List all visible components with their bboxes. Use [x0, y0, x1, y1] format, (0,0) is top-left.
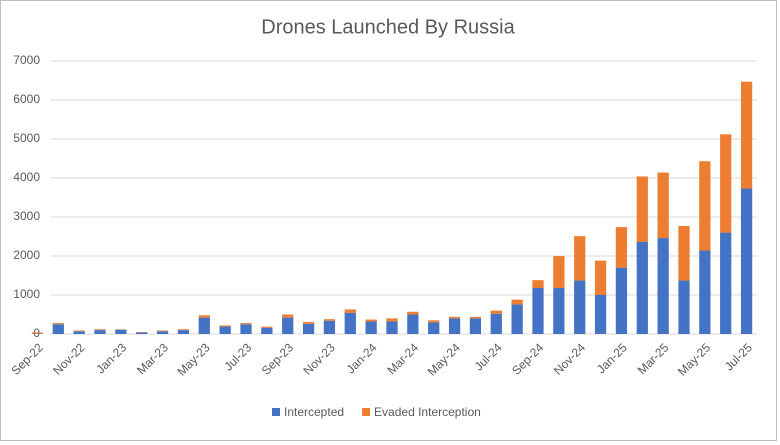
bar-segment [678, 280, 690, 334]
bar-segment [94, 329, 106, 331]
bar-segment [657, 238, 669, 334]
bar-segment [282, 314, 294, 318]
bar-segment [615, 227, 628, 268]
bar-segment [240, 324, 252, 334]
bar-segment [720, 232, 732, 334]
bar-segment [261, 326, 273, 328]
bar-segment [490, 313, 502, 334]
bar-segment [240, 323, 252, 325]
bar-segment [31, 332, 44, 334]
bar-segment [490, 310, 502, 314]
bar-segment [198, 317, 210, 334]
bar-segment [594, 260, 607, 295]
bar-segment [553, 287, 565, 334]
bar-segment [511, 299, 523, 305]
bar-segment [594, 295, 607, 334]
bar-segment [699, 161, 711, 251]
bar-segment [636, 241, 648, 334]
y-tick-label: 4000 [13, 170, 40, 184]
bar-segment [177, 330, 190, 334]
bar-segment [156, 331, 169, 334]
bar-segment [344, 312, 356, 334]
bar-segment [73, 330, 85, 332]
legend-label: Evaded Interception [374, 405, 481, 419]
bar-segment [386, 321, 398, 334]
y-tick-label: 3000 [13, 209, 40, 223]
bar-segment [636, 176, 648, 242]
bar-segment [532, 287, 544, 334]
bar-segment [407, 314, 419, 334]
bar-segment [94, 330, 106, 334]
bar-segment [365, 321, 377, 334]
chart-title: Drones Launched By Russia [261, 16, 515, 38]
bar-segment [136, 332, 148, 334]
bar-segment [469, 318, 482, 334]
bar-segment [532, 280, 544, 288]
bar-segment [511, 304, 523, 334]
legend-label: Intercepted [284, 405, 344, 419]
bar-segment [574, 280, 586, 334]
bar-segment [52, 324, 64, 334]
bar-segment [553, 256, 565, 288]
bar-segment [469, 316, 482, 319]
legend-swatch [272, 408, 280, 416]
bar-segment [302, 321, 315, 324]
bar-segment [448, 318, 461, 334]
bar-segment [219, 325, 231, 327]
bar-segment [699, 250, 711, 334]
y-tick-label: 1000 [13, 287, 40, 301]
bar-segment [73, 331, 85, 334]
bar-segment [219, 326, 231, 334]
y-tick-label: 7000 [13, 53, 40, 67]
bar-segment [156, 330, 169, 332]
bar-segment [740, 81, 753, 189]
y-tick-label: 5000 [13, 131, 40, 145]
bar-segment [261, 327, 273, 334]
bar-segment [615, 267, 628, 334]
bar-segment [428, 322, 440, 334]
bar-segment [574, 236, 586, 281]
y-tick-label: 2000 [13, 248, 40, 262]
bar-segment [428, 320, 440, 323]
bar-segment [198, 315, 210, 318]
bar-segment [177, 329, 190, 331]
bar-segment [115, 329, 127, 334]
bar-segment [323, 319, 336, 321]
y-tick-label: 6000 [13, 92, 40, 106]
bar-segment [52, 323, 64, 325]
bar-segment [323, 320, 336, 334]
bar-segment [740, 188, 753, 334]
bar-segment [678, 225, 690, 281]
bar-segment [657, 172, 669, 239]
bar-segment [365, 319, 377, 322]
bar-segment [344, 309, 356, 313]
bar-segment [448, 316, 461, 319]
bar-segment [720, 134, 732, 233]
bar-segment [407, 311, 419, 315]
bar-segment [302, 323, 315, 334]
bar-segment [282, 317, 294, 334]
legend-swatch [362, 408, 371, 416]
bar-segment [386, 318, 398, 322]
